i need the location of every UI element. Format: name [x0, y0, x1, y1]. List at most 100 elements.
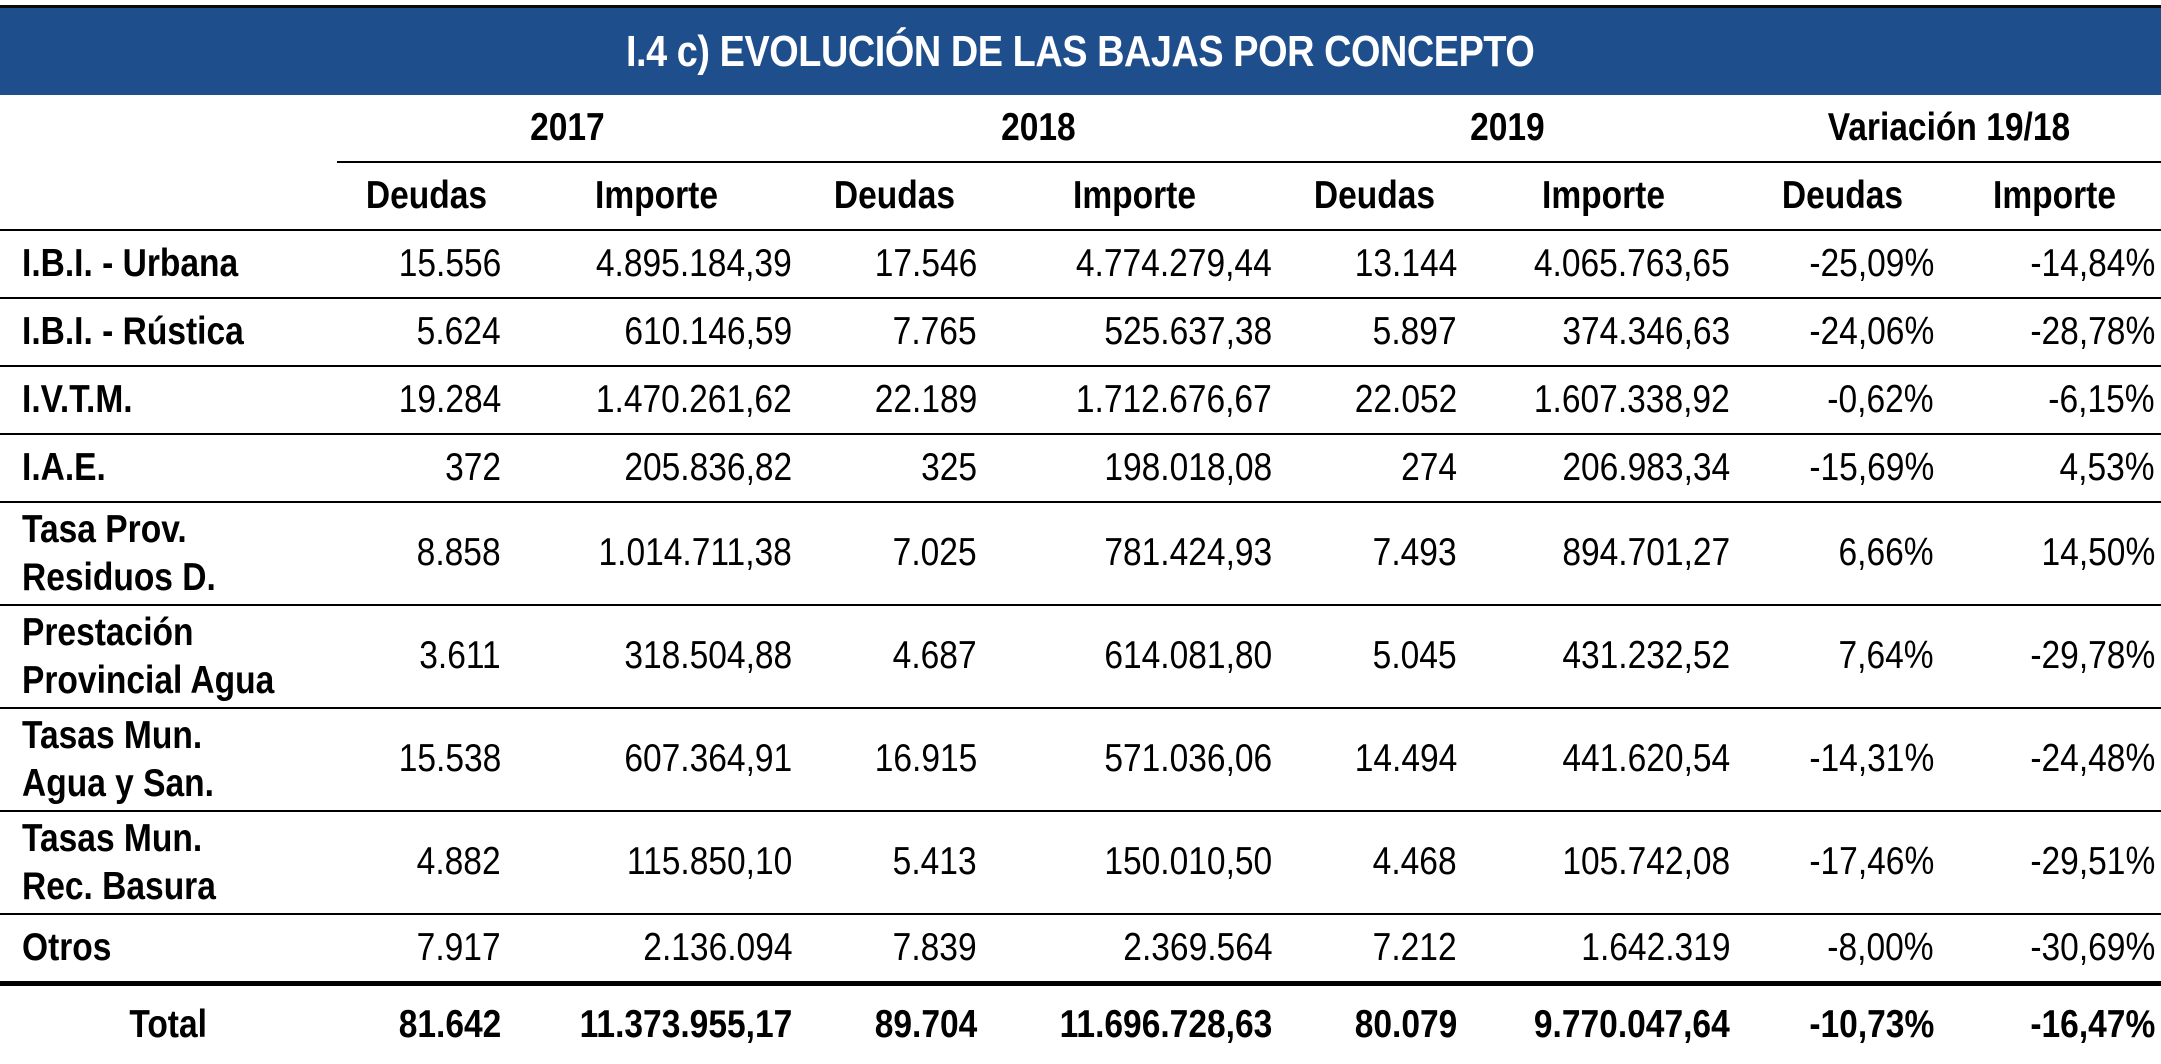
- data-cell: -17,46%: [1736, 811, 1948, 914]
- data-cell: 1.712.676,67: [991, 366, 1278, 434]
- data-cell: 5.624: [337, 298, 515, 366]
- data-cell: 4.468: [1278, 811, 1471, 914]
- subheader-cell: Importe: [1471, 162, 1736, 230]
- data-cell: -25,09%: [1736, 230, 1948, 298]
- data-cell: 372: [337, 434, 515, 502]
- year-header-2018: 2018: [798, 95, 1278, 162]
- data-cell: -24,48%: [1948, 708, 2161, 811]
- year-header-variacion: Variación 19/18: [1736, 95, 2161, 162]
- data-cell: -0,62%: [1736, 366, 1948, 434]
- year-header-2019: 2019: [1278, 95, 1736, 162]
- subheader-cell: Importe: [515, 162, 798, 230]
- data-cell: 14.494: [1278, 708, 1471, 811]
- data-cell: 607.364,91: [515, 708, 798, 811]
- data-cell: 7.765: [798, 298, 991, 366]
- data-cell: 894.701,27: [1471, 502, 1736, 605]
- row-label: I.B.I. - Rústica: [0, 298, 337, 366]
- data-cell: 5.897: [1278, 298, 1471, 366]
- data-cell: 22.052: [1278, 366, 1471, 434]
- data-cell: 5.045: [1278, 605, 1471, 708]
- data-cell: 318.504,88: [515, 605, 798, 708]
- data-cell: -6,15%: [1948, 366, 2161, 434]
- data-cell: 150.010,50: [991, 811, 1278, 914]
- data-cell: 4.774.279,44: [991, 230, 1278, 298]
- corner-cell: [0, 95, 337, 162]
- data-cell: -15,69%: [1736, 434, 1948, 502]
- data-cell: 14,50%: [1948, 502, 2161, 605]
- row-label: I.A.E.: [0, 434, 337, 502]
- title-bar: I.4 c) EVOLUCIÓN DE LAS BAJAS POR CONCEP…: [0, 5, 2161, 95]
- row-label: Tasas Mun.Agua y San.: [0, 708, 337, 811]
- data-cell: 4.895.184,39: [515, 230, 798, 298]
- label-column-header: [0, 162, 337, 230]
- data-cell: 7.025: [798, 502, 991, 605]
- data-cell: 206.983,34: [1471, 434, 1736, 502]
- data-cell: 2.136.094: [515, 914, 798, 984]
- row-label: Tasa Prov.Residuos D.: [0, 502, 337, 605]
- data-cell: 19.284: [337, 366, 515, 434]
- data-cell: 610.146,59: [515, 298, 798, 366]
- data-cell: 6,66%: [1736, 502, 1948, 605]
- data-cell: 15.556: [337, 230, 515, 298]
- data-cell: 15.538: [337, 708, 515, 811]
- data-cell: 3.611: [337, 605, 515, 708]
- data-cell: 7,64%: [1736, 605, 1948, 708]
- subheader-cell: Deudas: [1736, 162, 1948, 230]
- data-cell: 205.836,82: [515, 434, 798, 502]
- data-cell: 16.915: [798, 708, 991, 811]
- row-label: Tasas Mun.Rec. Basura: [0, 811, 337, 914]
- subheader-cell: Deudas: [337, 162, 515, 230]
- row-label: Otros: [0, 914, 337, 984]
- data-cell: -8,00%: [1736, 914, 1948, 984]
- data-cell: 2.369.564: [991, 914, 1278, 984]
- data-cell: 13.144: [1278, 230, 1471, 298]
- data-cell: 7.839: [798, 914, 991, 984]
- data-cell: 374.346,63: [1471, 298, 1736, 366]
- data-cell: 431.232,52: [1471, 605, 1736, 708]
- data-cell: 8.858: [337, 502, 515, 605]
- data-cell: 525.637,38: [991, 298, 1278, 366]
- data-cell: -24,06%: [1736, 298, 1948, 366]
- subheader-row: Deudas Importe Deudas Importe Deudas Imp…: [0, 162, 2161, 230]
- data-cell: 7.493: [1278, 502, 1471, 605]
- data-cell: 1.642.319: [1471, 914, 1736, 984]
- data-cell: 781.424,93: [991, 502, 1278, 605]
- data-cell: 7.917: [337, 914, 515, 984]
- subheader-cell: Importe: [1948, 162, 2161, 230]
- subheader-cell: Deudas: [1278, 162, 1471, 230]
- data-cell: 614.081,80: [991, 605, 1278, 708]
- data-cell: -14,31%: [1736, 708, 1948, 811]
- data-cell: 5.413: [798, 811, 991, 914]
- data-cell: 1.014.711,38: [515, 502, 798, 605]
- data-cell: 17.546: [798, 230, 991, 298]
- data-cell: -29,78%: [1948, 605, 2161, 708]
- data-cell: -28,78%: [1948, 298, 2161, 366]
- row-label: I.V.T.M.: [0, 366, 337, 434]
- data-cell: 325: [798, 434, 991, 502]
- data-cell: 198.018,08: [991, 434, 1278, 502]
- year-header-2017: 2017: [337, 95, 798, 162]
- data-cell: 105.742,08: [1471, 811, 1736, 914]
- data-cell: 4.882: [337, 811, 515, 914]
- data-cell: 274: [1278, 434, 1471, 502]
- data-cell: 4.065.763,65: [1471, 230, 1736, 298]
- table-title: I.4 c) EVOLUCIÓN DE LAS BAJAS POR CONCEP…: [626, 27, 1534, 77]
- subheader-cell: Deudas: [798, 162, 991, 230]
- data-cell: -29,51%: [1948, 811, 2161, 914]
- bajas-table: 2017 2018 2019 Variación 19/18 Deudas Im…: [0, 95, 2161, 1064]
- data-cell: 22.189: [798, 366, 991, 434]
- year-header-row: 2017 2018 2019 Variación 19/18: [0, 95, 2161, 162]
- data-cell: 1.470.261,62: [515, 366, 798, 434]
- data-cell: 441.620,54: [1471, 708, 1736, 811]
